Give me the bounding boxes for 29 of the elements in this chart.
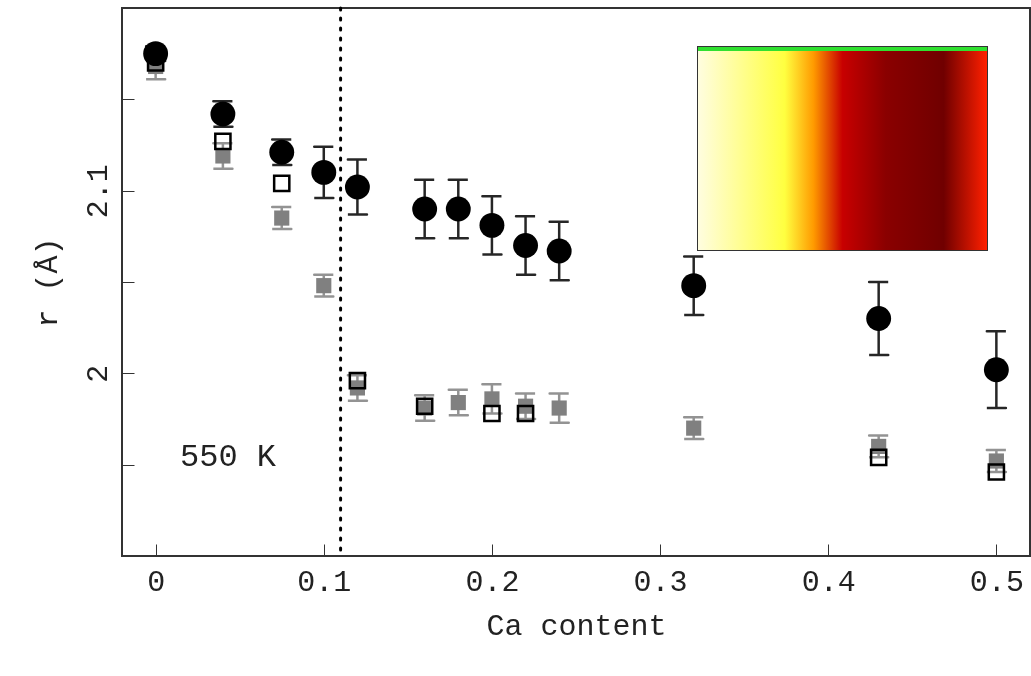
- x-tick-label: 0: [147, 565, 166, 600]
- point: [681, 273, 707, 299]
- point: [479, 212, 505, 238]
- point: [450, 394, 466, 411]
- point: [983, 357, 1009, 383]
- point: [274, 210, 290, 226]
- point: [344, 174, 370, 200]
- x-tick-label: 0.1: [297, 565, 352, 600]
- point: [412, 196, 438, 222]
- point: [214, 132, 232, 151]
- x-tick-label: 0.2: [465, 565, 520, 600]
- point: [445, 196, 471, 222]
- y-axis-title: r (Å): [31, 237, 66, 328]
- point: [311, 159, 337, 185]
- x-tick-label: 0.4: [801, 565, 856, 600]
- x-tick-label: 0.3: [633, 565, 688, 600]
- point: [866, 306, 892, 331]
- point: [686, 420, 702, 436]
- annotation: 550 K: [180, 439, 277, 476]
- point: [513, 233, 539, 258]
- x-tick-label: 0.5: [969, 565, 1024, 600]
- y-tick-label: 2: [81, 364, 116, 383]
- point: [272, 174, 291, 193]
- point: [316, 278, 332, 294]
- x-axis-title: Ca content: [486, 609, 667, 644]
- point: [546, 238, 572, 264]
- y-tick-label: 2.1: [81, 164, 116, 219]
- point: [483, 404, 501, 423]
- point: [551, 400, 567, 416]
